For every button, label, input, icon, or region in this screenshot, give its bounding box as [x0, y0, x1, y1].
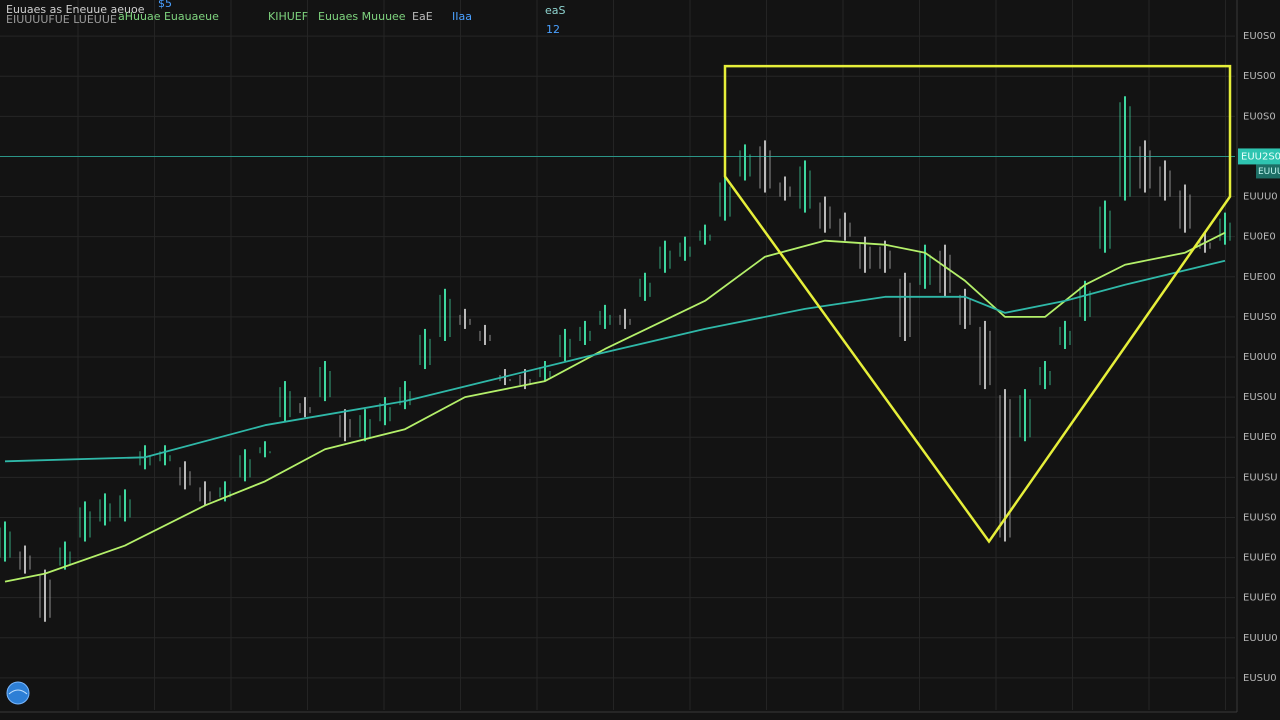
- header-field: Euuaes Muuuee: [318, 10, 406, 23]
- header-symbol: $5: [158, 0, 172, 10]
- grid: [0, 0, 1235, 710]
- y-tick-label: EUUU0: [1243, 192, 1278, 203]
- header-field: IIaa: [452, 10, 472, 23]
- header-field: aHuuae Euauaeue: [118, 10, 219, 23]
- y-tick-label: EU0S0: [1243, 111, 1276, 122]
- y-tick-label: EUUSU: [1243, 472, 1278, 483]
- header-title: Euuaes as Eneuue aeuoe: [6, 3, 145, 16]
- price-sublabel-box: [1256, 164, 1280, 179]
- y-tick-label: EUE00: [1243, 272, 1276, 283]
- y-tick-label: EUUE0: [1243, 553, 1277, 564]
- logo-icon-mark: [8, 689, 28, 695]
- header-subtitle: EIUUUUFUE LUEUUE: [6, 13, 117, 26]
- price-label-box: [1238, 148, 1280, 165]
- header-badge-sub: 12: [546, 23, 560, 36]
- annotation-shape: [723, 64, 1232, 544]
- y-tick-label: EUSU0: [1243, 673, 1277, 684]
- header-field: EaE: [412, 10, 433, 23]
- header-field: KIHUEF: [268, 10, 308, 23]
- y-tick-label: EUUE0: [1243, 432, 1277, 443]
- logo-icon[interactable]: [6, 681, 30, 705]
- y-tick-label: EU0E0: [1243, 232, 1276, 243]
- y-tick-label: EUUS0: [1243, 512, 1277, 523]
- y-tick-label: EU0U0: [1243, 352, 1277, 363]
- y-tick-label: EUUS0: [1243, 312, 1277, 323]
- price-label: EUU2S0: [1241, 151, 1280, 162]
- plot: [0, 64, 1235, 622]
- price-sublabel: EUUU: [1258, 167, 1280, 177]
- y-tick-label: EU0S0: [1243, 31, 1276, 42]
- y-tick-label: EUS0U: [1243, 392, 1277, 403]
- moving-average: [4, 231, 1226, 583]
- y-tick-label: EUUU0: [1243, 633, 1278, 644]
- y-tick-label: EUUE0: [1243, 593, 1277, 604]
- moving-average: [4, 259, 1226, 463]
- header-badge: eaS: [545, 4, 566, 17]
- y-tick-label: EUS00: [1243, 71, 1276, 82]
